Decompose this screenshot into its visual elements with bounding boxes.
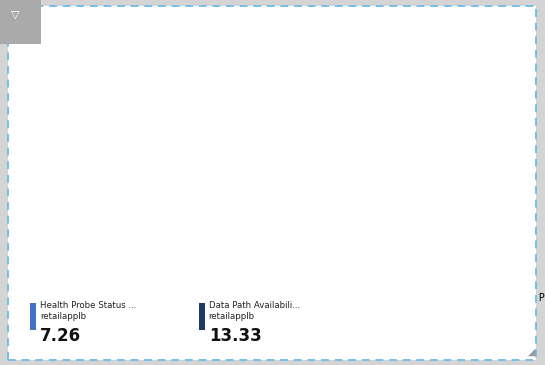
Bar — [199, 303, 205, 330]
Text: 7.26: 7.26 — [40, 327, 81, 345]
Text: Data Path Availabili...: Data Path Availabili... — [209, 301, 300, 310]
Text: ▽: ▽ — [11, 9, 20, 19]
Bar — [30, 303, 36, 330]
Text: retailapplb: retailapplb — [40, 312, 86, 321]
Text: ◢: ◢ — [528, 347, 535, 357]
FancyBboxPatch shape — [8, 6, 536, 360]
Text: retailapplb: retailapplb — [209, 312, 255, 321]
Text: Health Probe Status ...: Health Probe Status ... — [40, 301, 136, 310]
Text: 13.33: 13.33 — [209, 327, 262, 345]
Polygon shape — [0, 0, 41, 44]
Bar — [440, 27, 534, 288]
